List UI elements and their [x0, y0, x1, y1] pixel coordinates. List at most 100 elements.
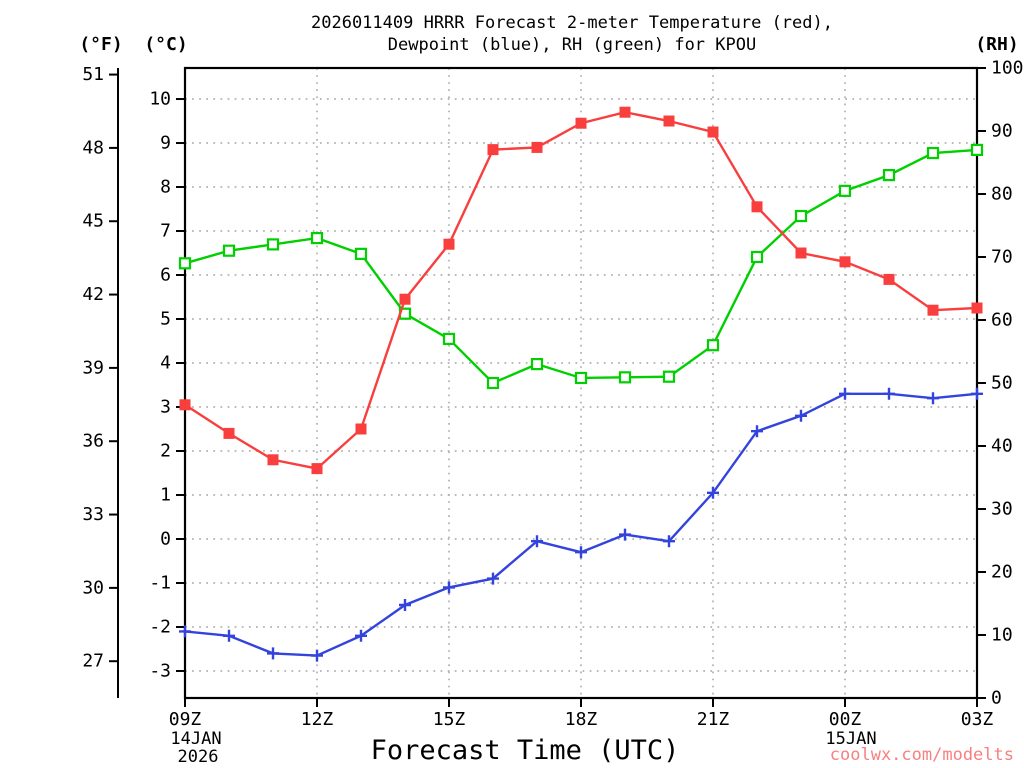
- rh-point: [266, 238, 280, 251]
- fahrenheit-tick-label: 42: [82, 284, 104, 305]
- celsius-tick-label: 7: [160, 221, 171, 242]
- rh-point: [618, 371, 632, 384]
- rh-point: [882, 169, 896, 182]
- chart-title-line2: Dewpoint (blue), RH (green) for KPOU: [388, 35, 756, 55]
- temperature-point: [223, 427, 235, 439]
- time-tick-label: 00Z: [829, 709, 862, 730]
- fahrenheit-axis: [109, 68, 119, 698]
- temperature-point: [443, 238, 455, 250]
- fahrenheit-tick-labels: 51 48 45 42 39 36 33 30 27: [82, 64, 104, 672]
- rh-tick-label: 40: [991, 436, 1013, 457]
- rh-point: [662, 370, 676, 383]
- time-tick-label: 21Z: [697, 709, 730, 730]
- dewpoint-point: [707, 486, 719, 499]
- time-tick-label: 15Z: [433, 709, 466, 730]
- celsius-tick-label: 3: [160, 397, 171, 418]
- rh-point: [926, 146, 940, 160]
- dewpoint-point: [663, 535, 675, 548]
- temperature-point: [927, 304, 939, 316]
- celsius-tick-label: 0: [160, 528, 171, 549]
- dewpoint-point: [531, 535, 543, 548]
- temperature-point: [311, 463, 323, 475]
- celsius-tick-label: 4: [160, 353, 171, 374]
- fahrenheit-tick-label: 48: [82, 137, 104, 158]
- time-tick-label: 09Z: [169, 709, 202, 730]
- temperature-point: [795, 247, 807, 259]
- celsius-tick-label: 2: [160, 440, 171, 461]
- rh-point: [354, 247, 368, 260]
- celsius-tick-label: 1: [160, 484, 171, 505]
- chart-title-line1: 2026011409 HRRR Forecast 2-meter Tempera…: [311, 13, 833, 33]
- rh-point: [706, 339, 720, 352]
- temperature-point: [179, 399, 191, 411]
- rh-point: [970, 143, 984, 156]
- watermark: coolwx.com/modelts: [830, 745, 1014, 765]
- celsius-tick-label: 6: [160, 265, 171, 286]
- temperature-point: [575, 117, 587, 129]
- temperature-point: [487, 144, 499, 156]
- rh-tick-label: 80: [991, 184, 1013, 205]
- temperature-markers: [179, 106, 983, 475]
- rh-point: [486, 376, 500, 390]
- celsius-tick-label: -3: [149, 660, 171, 681]
- fahrenheit-unit-label: (°F): [79, 34, 122, 55]
- temperature-line: [184, 110, 978, 470]
- celsius-tick-label: 5: [160, 309, 171, 330]
- dewpoint-point: [443, 581, 455, 594]
- fahrenheit-tick-label: 27: [82, 651, 104, 672]
- temperature-point: [751, 201, 763, 213]
- fahrenheit-tick-label: 39: [82, 357, 104, 378]
- rh-point: [530, 358, 544, 371]
- dewpoint-markers: [179, 387, 983, 662]
- dewpoint-point: [619, 528, 631, 541]
- temperature-series: [179, 106, 983, 475]
- dewpoint-point: [311, 649, 323, 662]
- rh-markers: [178, 143, 984, 390]
- dewpoint-point: [267, 647, 279, 660]
- start-date-line1: 14JAN: [170, 729, 221, 749]
- dewpoint-point: [751, 425, 763, 438]
- dewpoint-point: [971, 387, 983, 400]
- dewpoint-point: [487, 572, 499, 585]
- fahrenheit-tick-label: 45: [82, 211, 104, 232]
- mid-date-label: 15JAN: [825, 729, 876, 749]
- time-tick-label: 03Z: [961, 709, 994, 730]
- dewpoint-point: [927, 392, 939, 405]
- rh-tick-label: 10: [991, 625, 1013, 646]
- celsius-tick-label: 8: [160, 177, 171, 198]
- temperature-point: [267, 454, 279, 466]
- rh-point: [222, 244, 236, 257]
- rh-tick-label: 100: [991, 58, 1024, 79]
- rh-tick-label: 0: [991, 688, 1002, 709]
- temperature-point: [971, 302, 983, 314]
- dewpoint-point: [179, 625, 191, 638]
- temperature-point: [839, 256, 851, 268]
- celsius-unit-label: (°C): [144, 34, 187, 55]
- rh-tick-label: 70: [991, 247, 1013, 268]
- start-date-line2: 2026: [178, 747, 219, 767]
- temperature-point: [707, 126, 719, 138]
- rh-point: [178, 257, 192, 270]
- time-tick-label: 18Z: [565, 709, 598, 730]
- temperature-point: [355, 423, 367, 435]
- temperature-point: [883, 273, 895, 285]
- rh-tick-label: 30: [991, 499, 1013, 520]
- rh-point: [750, 250, 764, 264]
- temperature-point: [663, 115, 675, 127]
- time-tick-label: 12Z: [301, 709, 334, 730]
- celsius-tick-label: 10: [149, 89, 171, 110]
- fahrenheit-tick-label: 51: [82, 64, 104, 85]
- celsius-tick-label: -1: [149, 572, 171, 593]
- fahrenheit-tick-label: 36: [82, 431, 104, 452]
- x-axis-title: Forecast Time (UTC): [371, 735, 680, 766]
- temperature-point: [399, 293, 411, 305]
- rh-point: [442, 332, 456, 345]
- temperature-point: [619, 106, 631, 118]
- rh-point: [794, 209, 808, 223]
- rh-tick-label: 50: [991, 373, 1013, 394]
- dewpoint-point: [883, 387, 895, 400]
- rh-point: [838, 184, 852, 197]
